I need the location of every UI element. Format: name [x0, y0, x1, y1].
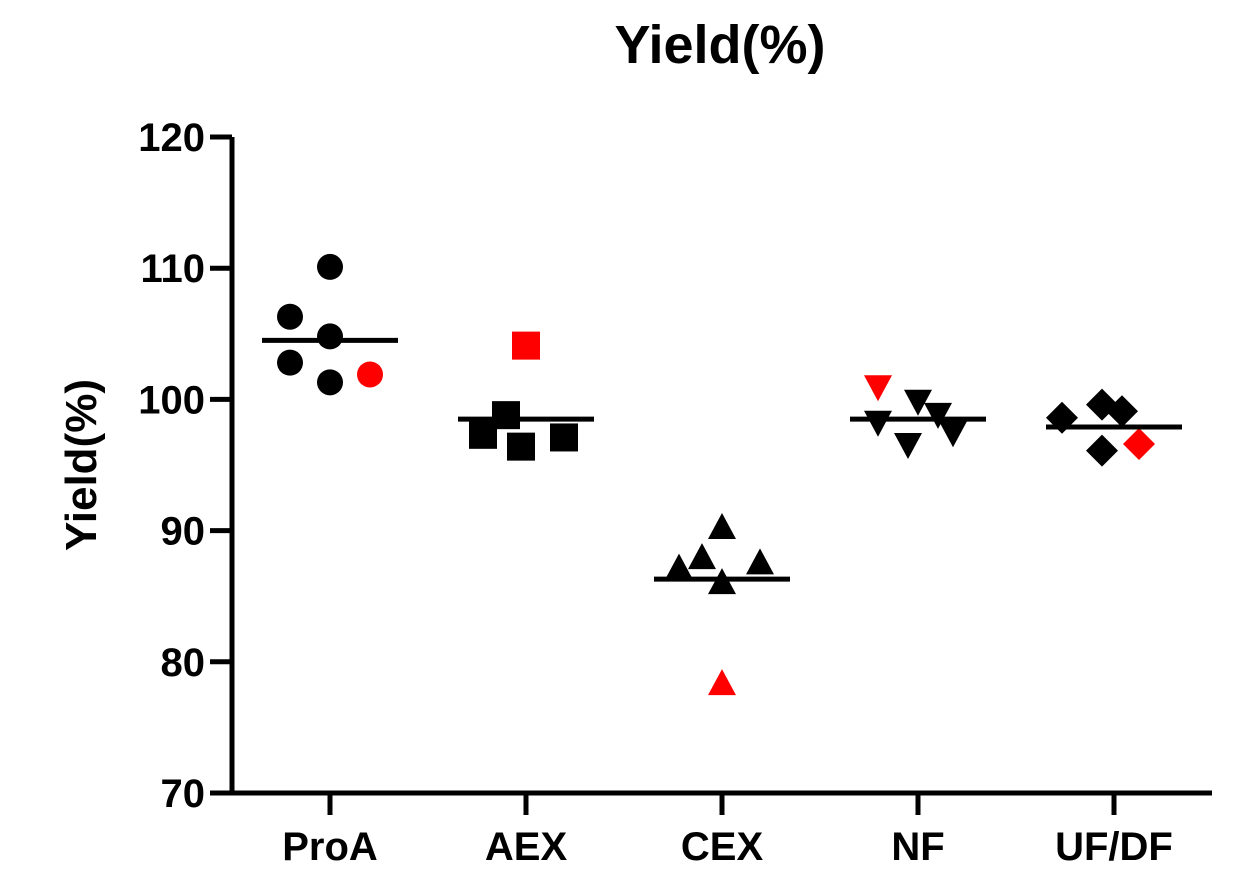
data-point-triangle-up	[688, 543, 716, 570]
data-point-circle	[357, 361, 383, 388]
x-tick-label: AEX	[485, 825, 568, 869]
data-point-triangle-up	[708, 512, 736, 539]
data-point-diamond	[1106, 395, 1138, 428]
data-point-triangle-down	[864, 410, 892, 437]
x-tick-label: NF	[891, 825, 944, 869]
y-tick-label: 80	[161, 641, 206, 685]
y-tick-label: 70	[161, 772, 206, 816]
data-point-diamond	[1086, 434, 1118, 467]
data-marks	[262, 253, 1182, 696]
x-tick-label: ProA	[282, 825, 378, 869]
data-point-square	[469, 420, 497, 449]
data-point-triangle-down	[894, 433, 922, 460]
data-point-circle	[277, 303, 303, 330]
data-point-square	[507, 432, 535, 461]
y-tick-label: 90	[161, 510, 206, 554]
data-point-triangle-down	[924, 402, 952, 429]
y-tick-label: 120	[138, 116, 205, 160]
data-point-circle	[317, 369, 343, 396]
data-point-circle	[317, 323, 343, 350]
y-tick-label: 110	[140, 247, 205, 291]
data-point-triangle-down	[939, 421, 967, 448]
data-point-triangle-down	[904, 389, 932, 416]
x-tick-label: UF/DF	[1055, 825, 1173, 869]
axes	[210, 134, 1212, 815]
data-point-circle	[317, 253, 343, 280]
y-axis-label: Yield(%)	[57, 379, 106, 551]
data-point-circle	[277, 349, 303, 376]
chart-title: Yield(%)	[614, 15, 825, 75]
data-point-square	[550, 423, 578, 452]
data-point-triangle-up	[746, 548, 774, 575]
y-tick-label: 100	[138, 378, 205, 422]
data-point-triangle-down	[864, 375, 892, 402]
x-tick-label: CEX	[681, 825, 764, 869]
data-point-diamond	[1123, 428, 1155, 461]
data-point-triangle-up	[708, 669, 736, 696]
data-point-triangle-up	[665, 553, 693, 580]
data-point-square	[512, 331, 540, 360]
tick-labels: 70 80 90 100 110 120 ProA AEX CEX NF UF/DF	[138, 116, 1173, 869]
